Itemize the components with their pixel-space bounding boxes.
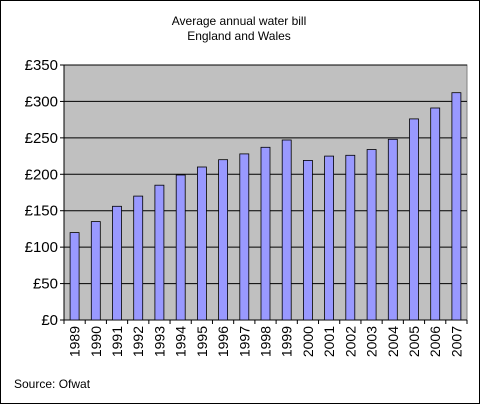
- x-tick-label: 2004: [385, 326, 401, 357]
- bar-1989: [69, 232, 80, 321]
- bar-1994: [175, 174, 186, 321]
- y-tick-label: £100: [25, 239, 58, 256]
- bar-1996: [218, 159, 229, 321]
- x-tick-label: 1998: [258, 326, 274, 357]
- chart-title-block: Average annual water bill England and Wa…: [0, 14, 478, 44]
- bar-1992: [133, 195, 144, 321]
- x-tick-label: 1992: [130, 326, 146, 357]
- chart-title: Average annual water bill: [171, 14, 307, 28]
- bars: [69, 92, 462, 321]
- bar-2005: [409, 118, 419, 321]
- x-tick-label: 1989: [67, 326, 83, 357]
- x-tick-label: 2002: [342, 326, 358, 357]
- y-tick-label: £0: [41, 312, 58, 329]
- x-tick-label: 2006: [427, 326, 443, 357]
- x-tick-label: 1994: [173, 326, 189, 357]
- bar-1997: [239, 153, 250, 321]
- bar-2003: [366, 149, 377, 321]
- x-tick-label: 1997: [236, 326, 252, 357]
- y-tick-label: £300: [25, 93, 58, 110]
- x-tick-label: 2003: [364, 326, 380, 357]
- bar-1993: [154, 184, 165, 321]
- x-tick-label: 2005: [406, 326, 422, 357]
- bar-1991: [112, 205, 122, 321]
- x-axis-ticks: 1989 1990 1991 1992 1993 1994 1995 1996 1997 1998…: [63, 320, 468, 357]
- bar-2000: [302, 159, 313, 321]
- bar-1999: [281, 139, 292, 321]
- y-tick-label: £150: [25, 203, 58, 220]
- chart-subtitle: England and Wales: [187, 29, 291, 43]
- y-tick-label: £200: [25, 166, 58, 183]
- x-tick-label: 1995: [194, 326, 210, 357]
- bar-2007: [451, 92, 462, 321]
- x-tick-label: 2001: [321, 326, 337, 357]
- bar-2001: [324, 155, 335, 321]
- x-tick-label: 1990: [88, 326, 104, 357]
- bar-1995: [196, 166, 207, 321]
- source-note: Source: Ofwat: [14, 377, 91, 391]
- bar-2004: [387, 138, 398, 321]
- bar-1998: [260, 146, 271, 321]
- x-tick-label: 1996: [215, 326, 231, 357]
- x-tick-label: 1993: [151, 326, 167, 357]
- bar-1990: [90, 221, 101, 321]
- y-tick-label: £250: [25, 130, 58, 147]
- y-tick-label: £50: [33, 276, 58, 293]
- bar-2002: [345, 154, 356, 321]
- x-tick-label: 1991: [109, 326, 125, 357]
- y-axis-ticks: £0 £50 £100 £150 £200 £250 £300 £350: [25, 57, 64, 329]
- bar-2006: [430, 107, 441, 321]
- x-tick-label: 1999: [279, 326, 295, 357]
- y-tick-label: £350: [25, 57, 58, 74]
- x-tick-label: 2000: [300, 326, 316, 357]
- x-tick-label: 2007: [448, 326, 464, 357]
